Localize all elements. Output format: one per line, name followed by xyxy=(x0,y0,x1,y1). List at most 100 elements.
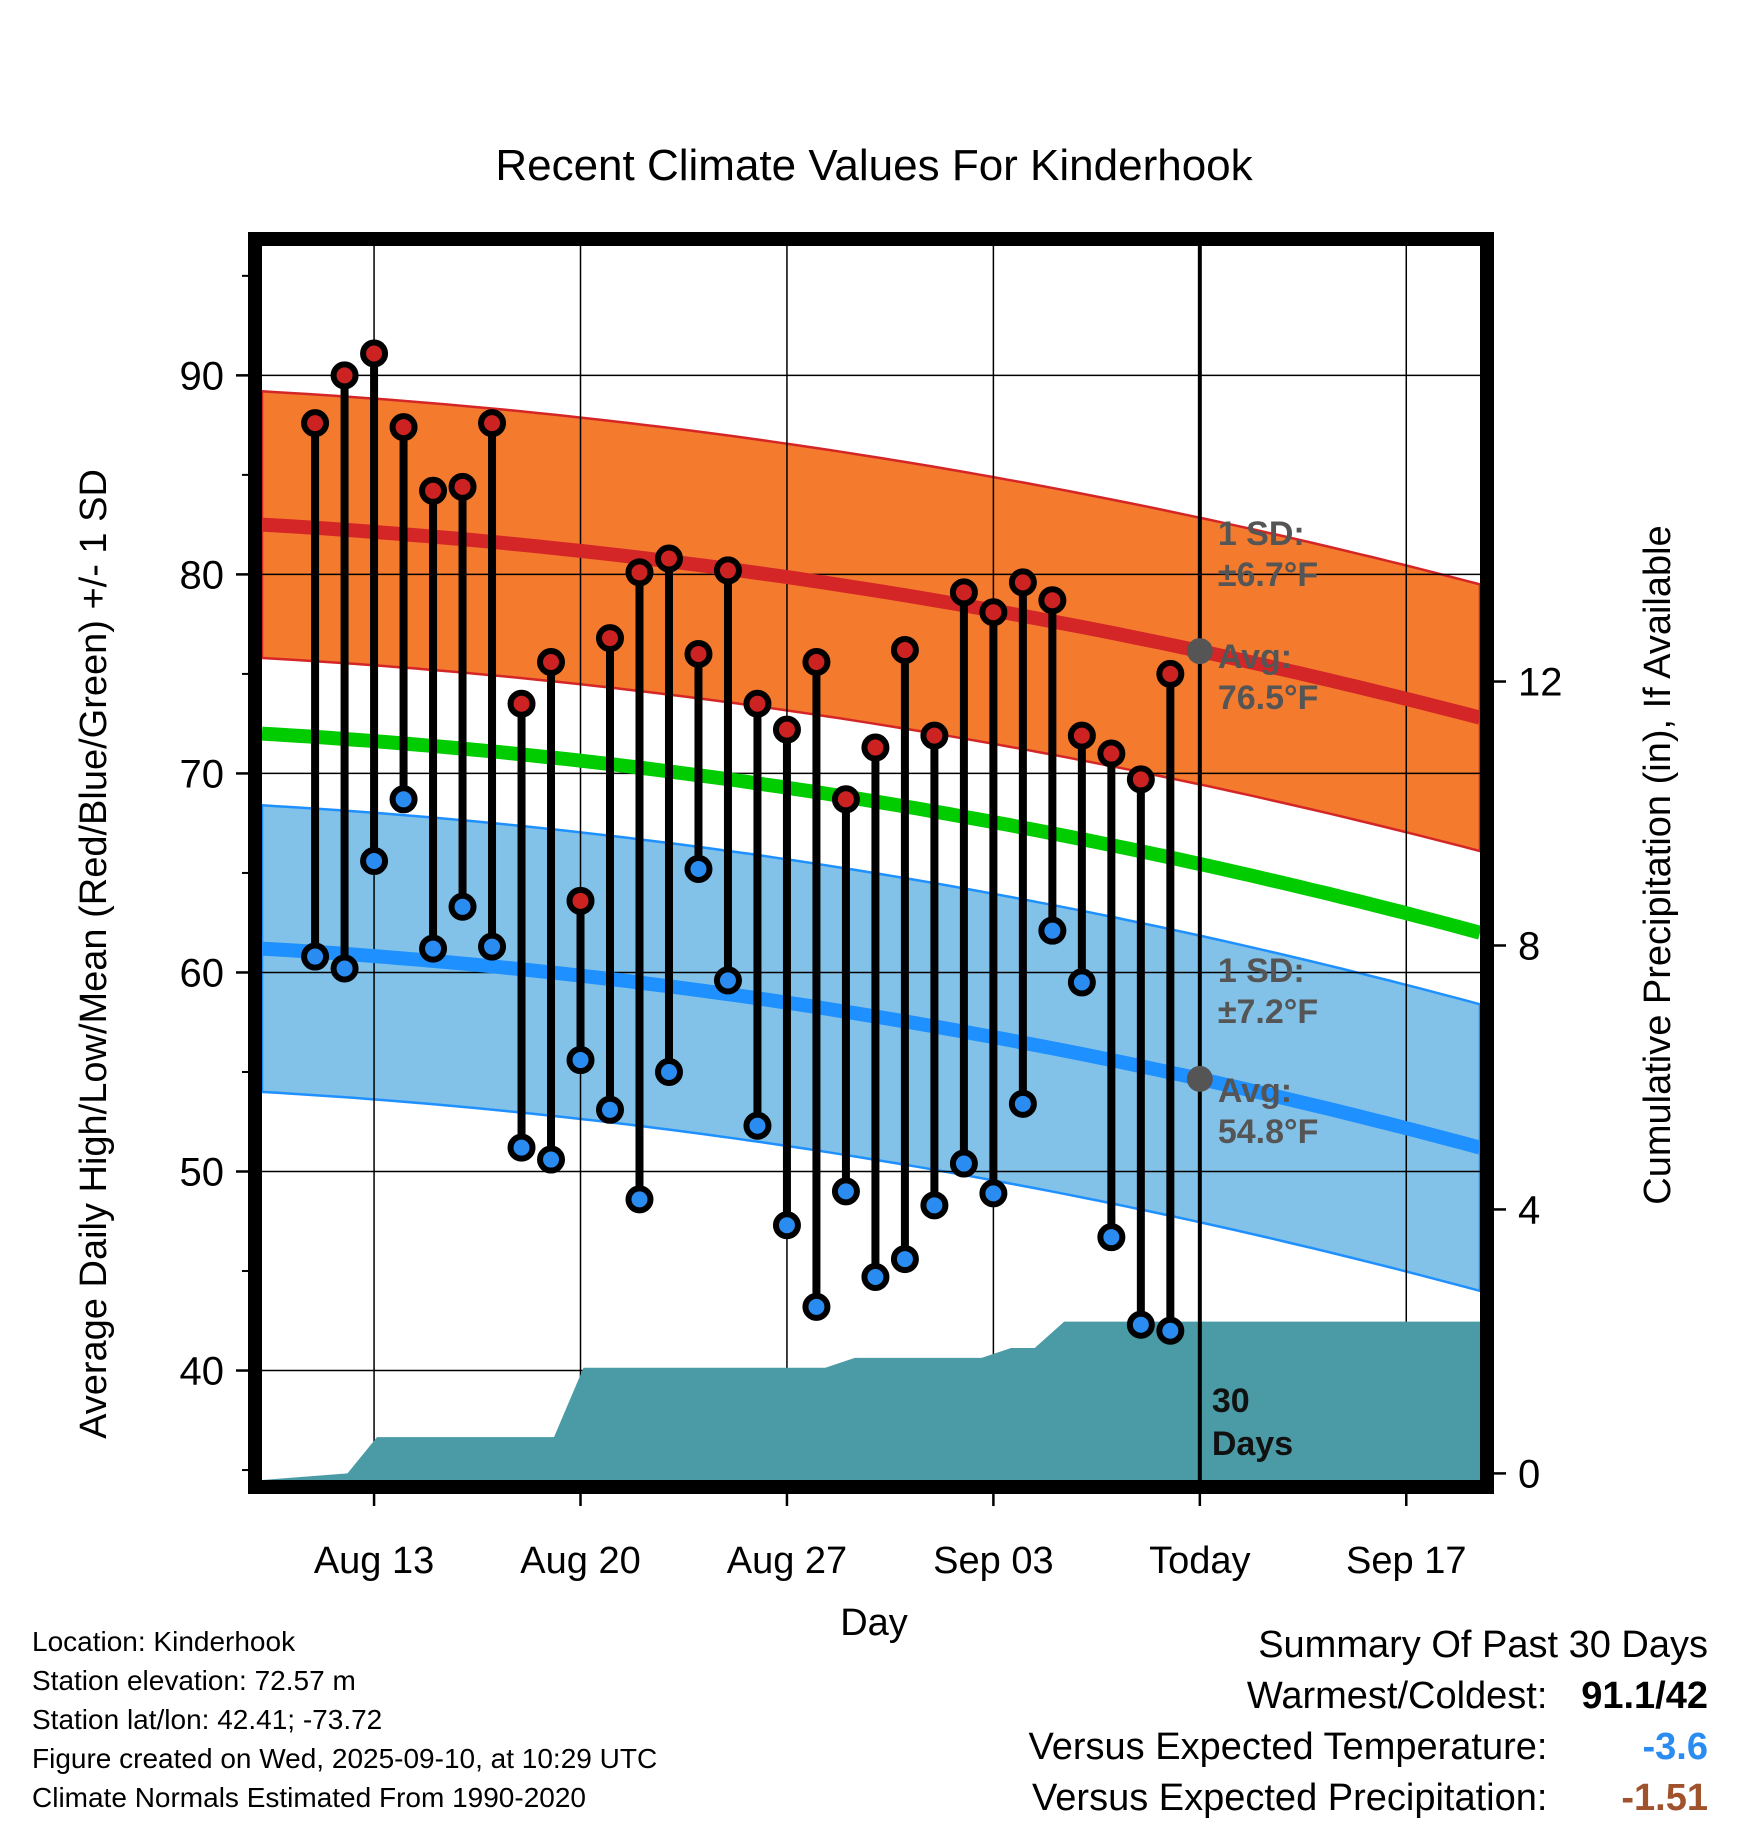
created-text: Figure created on Wed, 2025-09-10, at 10… xyxy=(32,1743,658,1774)
precip-departure-label: Versus Expected Precipitation: xyxy=(1032,1777,1548,1819)
y-axis-label: Average Daily High/Low/Mean (Red/Blue/Gr… xyxy=(73,469,115,1439)
low-point xyxy=(802,1292,831,1321)
chart-title: Recent Climate Values For Kinderhook xyxy=(495,141,1253,190)
high-point xyxy=(1156,659,1185,688)
high-point xyxy=(831,785,860,814)
summary-precip-row: Versus Expected Precipitation: -1.51 xyxy=(1029,1773,1708,1824)
low-point xyxy=(979,1179,1008,1208)
low-point xyxy=(654,1057,683,1086)
low-point xyxy=(360,847,389,876)
low-point xyxy=(566,1046,595,1075)
plot-frame xyxy=(248,232,1494,1494)
low-point xyxy=(949,1149,978,1178)
high-point xyxy=(1097,739,1126,768)
high-point xyxy=(507,689,536,718)
low-point xyxy=(920,1191,949,1220)
low-point xyxy=(890,1245,919,1274)
high-point xyxy=(419,476,448,505)
low-point xyxy=(1008,1089,1037,1118)
temp-departure-label: Versus Expected Temperature: xyxy=(1028,1726,1548,1768)
days-count-label: 30 xyxy=(1212,1382,1250,1420)
high-sd-band xyxy=(260,389,1482,853)
y2-tick-label: 12 xyxy=(1518,661,1563,705)
low-point xyxy=(1097,1223,1126,1252)
high-point xyxy=(330,361,359,390)
low-point xyxy=(419,934,448,963)
high-sd-value: ±6.7°F xyxy=(1218,556,1318,594)
y2-tick-label: 0 xyxy=(1518,1452,1540,1496)
low-point xyxy=(330,954,359,983)
x-tick-label: Sep 03 xyxy=(933,1540,1053,1582)
low-point xyxy=(713,966,742,995)
high-avg-value: 76.5°F xyxy=(1218,679,1319,717)
latlon-text: Station lat/lon: 42.41; -73.72 xyxy=(32,1704,383,1735)
y-tick-label: 70 xyxy=(180,752,225,796)
low-point xyxy=(537,1145,566,1174)
x-tick-label: Today xyxy=(1149,1540,1250,1582)
today-low-normal-marker xyxy=(1186,1065,1213,1092)
high-point xyxy=(802,647,831,676)
high-avg-label: Avg: xyxy=(1218,638,1292,676)
precip-departure-value: -1.51 xyxy=(1621,1777,1708,1819)
low-point xyxy=(596,1095,624,1124)
high-point xyxy=(654,544,683,573)
high-point xyxy=(389,413,418,442)
y-tick-label: 80 xyxy=(180,553,225,597)
low-point xyxy=(507,1133,536,1162)
high-point xyxy=(949,578,978,607)
high-point xyxy=(478,409,507,438)
x-tick-label: Aug 20 xyxy=(520,1540,640,1582)
high-point xyxy=(1067,721,1096,750)
y-tick-label: 40 xyxy=(180,1350,225,1394)
y2-tick-label: 4 xyxy=(1518,1188,1540,1232)
summary-temp-row: Versus Expected Temperature: -3.6 xyxy=(1029,1722,1708,1773)
days-unit-label: Days xyxy=(1212,1425,1293,1463)
y2-axis-label: Cumulative Precipitation (in), If Availa… xyxy=(1637,525,1679,1204)
y-tick-label: 90 xyxy=(180,354,225,398)
x-tick-label: Aug 13 xyxy=(314,1540,434,1582)
x-axis-label: Day xyxy=(840,1602,908,1644)
high-point xyxy=(1126,765,1155,794)
low-point xyxy=(1067,968,1096,997)
high-point xyxy=(625,558,654,587)
low-sd-value: ±7.2°F xyxy=(1218,993,1318,1031)
low-point xyxy=(861,1262,890,1291)
elevation-text: Station elevation: 72.57 m xyxy=(32,1665,356,1696)
summary-warmest-row: Warmest/Coldest: 91.1/42 xyxy=(1029,1671,1708,1722)
low-avg-value: 54.8°F xyxy=(1218,1113,1319,1151)
low-avg-label: Avg: xyxy=(1218,1072,1292,1110)
x-tick-label: Aug 27 xyxy=(727,1540,847,1582)
low-point xyxy=(389,785,418,814)
y-tick-label: 50 xyxy=(180,1151,225,1195)
warmest-label: Warmest/Coldest: xyxy=(1246,1675,1548,1717)
summary-panel: Summary Of Past 30 Days Warmest/Coldest:… xyxy=(1029,1620,1708,1824)
warmest-value: 91.1/42 xyxy=(1581,1675,1708,1717)
low-point xyxy=(625,1185,654,1214)
low-point xyxy=(684,854,713,883)
high-point xyxy=(890,636,919,665)
low-sd-band xyxy=(260,803,1482,1293)
high-point xyxy=(1038,586,1067,615)
temp-departure-value: -3.6 xyxy=(1642,1726,1708,1768)
high-point xyxy=(360,339,389,368)
high-point xyxy=(979,598,1008,627)
y2-tick-label: 8 xyxy=(1518,924,1540,968)
high-point xyxy=(448,472,477,501)
high-point xyxy=(772,715,801,744)
low-point xyxy=(1126,1310,1155,1339)
low-point xyxy=(448,892,477,921)
today-high-normal-marker xyxy=(1186,638,1213,665)
normal-low-line xyxy=(261,941,1482,1155)
cumulative-precip-area xyxy=(262,1321,1480,1480)
low-sd-label: 1 SD: xyxy=(1218,952,1305,990)
high-point xyxy=(684,640,713,669)
high-point xyxy=(861,733,890,762)
location-text: Location: Kinderhook xyxy=(32,1626,296,1657)
x-tick-label: Sep 17 xyxy=(1346,1540,1466,1582)
low-point xyxy=(478,932,507,961)
high-point xyxy=(596,624,624,653)
summary-title: Summary Of Past 30 Days xyxy=(1258,1624,1708,1666)
high-point xyxy=(301,409,330,438)
low-point xyxy=(831,1177,860,1206)
